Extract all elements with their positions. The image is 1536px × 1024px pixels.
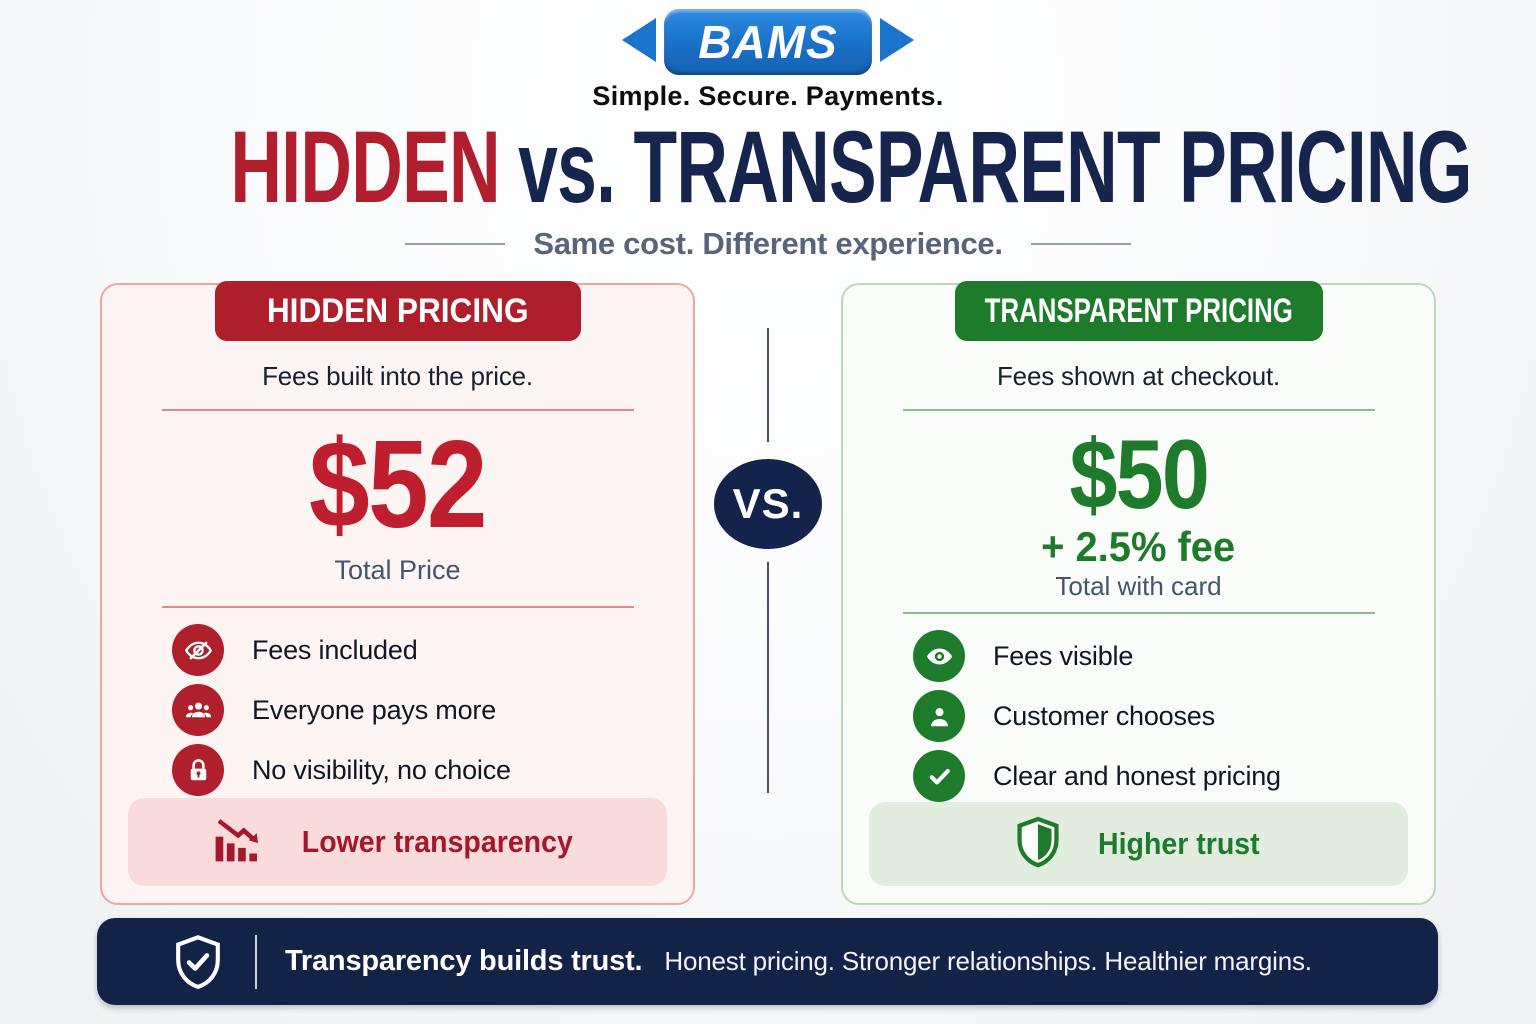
subtitle: Same cost. Different experience. xyxy=(0,226,1536,262)
shield-icon xyxy=(1011,815,1065,874)
footer-divider xyxy=(255,934,257,989)
divider xyxy=(161,606,634,608)
footer-headline: Transparency builds trust. xyxy=(285,945,643,977)
hidden-price: $52 xyxy=(309,416,488,554)
higher-trust-banner: Higher trust xyxy=(869,802,1408,886)
group-icon xyxy=(172,684,224,736)
list-item: Clear and honest pricing xyxy=(913,750,1364,803)
arrow-left-icon xyxy=(622,17,656,67)
lower-transparency-banner: Lower transparency xyxy=(128,798,667,886)
bullet-label: Everyone pays more xyxy=(252,694,497,725)
hidden-pricing-header: HIDDEN PRICING xyxy=(214,281,581,341)
list-item: Customer chooses xyxy=(913,690,1364,743)
hidden-price-label: Total Price xyxy=(334,555,461,585)
vs-divider-line-top xyxy=(767,328,769,442)
transparent-price: $50 xyxy=(1069,419,1209,529)
footer-bar: Transparency builds trust. Honest pricin… xyxy=(97,918,1438,1005)
list-item: Fees visible xyxy=(913,630,1364,683)
bullet-label: Clear and honest pricing xyxy=(993,760,1281,791)
brand-name: BAMS xyxy=(698,16,838,68)
title-hidden: HIDDEN xyxy=(230,110,500,224)
banner-label: Lower transparency xyxy=(301,824,574,859)
bullet-label: Fees included xyxy=(252,634,418,665)
person-icon xyxy=(913,690,965,743)
list-item: Fees included xyxy=(172,624,623,676)
footer-subtext: Honest pricing. Stronger relationships. … xyxy=(664,946,1312,976)
transparent-pricing-card: TRANSPARENT PRICING Fees shown at checko… xyxy=(841,281,1436,905)
title-transparent: TRANSPARENT PRICING xyxy=(633,110,1472,224)
logo-badge: BAMS xyxy=(664,9,872,75)
transparent-price-label: Total with card xyxy=(1055,571,1222,602)
lock-icon xyxy=(172,744,224,796)
vs-badge: VS. xyxy=(714,459,822,549)
logo-row: BAMS xyxy=(622,8,914,76)
hidden-pricing-card: HIDDEN PRICING Fees built into the price… xyxy=(100,281,695,905)
title-vs: vs. xyxy=(518,110,616,224)
check-icon xyxy=(913,750,965,803)
transparent-card-description: Fees shown at checkout. xyxy=(997,361,1280,391)
subtitle-line-left xyxy=(405,243,506,245)
banner-label: Higher trust xyxy=(1097,826,1260,862)
bullet-label: Fees visible xyxy=(993,640,1134,671)
transparent-price-fee: + 2.5% fee xyxy=(1041,523,1236,570)
shield-check-icon xyxy=(169,933,227,991)
transparent-pricing-header: TRANSPARENT PRICING xyxy=(954,281,1323,341)
list-item: Everyone pays more xyxy=(172,684,623,736)
list-item: No visibility, no choice xyxy=(172,744,623,796)
transparent-pricing-header-label: TRANSPARENT PRICING xyxy=(984,291,1293,330)
hidden-pricing-header-label: HIDDEN PRICING xyxy=(266,291,529,330)
eye-off-icon xyxy=(172,624,224,676)
brand-logo: BAMS Simple. Secure. Payments. xyxy=(0,8,1536,112)
transparent-bullet-list: Fees visible Customer chooses Clear and … xyxy=(869,630,1408,803)
arrow-right-icon xyxy=(880,17,914,67)
subtitle-line-right xyxy=(1030,243,1131,245)
divider xyxy=(161,409,634,411)
page-title: HIDDEN vs. TRANSPARENT PRICING xyxy=(230,116,1472,218)
hidden-bullet-list: Fees included Everyone pays more No visi… xyxy=(128,624,667,796)
bar-chart-down-icon xyxy=(210,813,264,872)
vs-divider-line-bottom xyxy=(767,562,769,793)
brand-tagline: Simple. Secure. Payments. xyxy=(592,81,944,111)
eye-icon xyxy=(913,630,965,683)
divider xyxy=(902,612,1375,615)
bullet-label: Customer chooses xyxy=(993,700,1215,731)
divider xyxy=(902,409,1375,411)
bullet-label: No visibility, no choice xyxy=(252,754,511,785)
hidden-card-description: Fees built into the price. xyxy=(262,361,533,391)
subtitle-text: Same cost. Different experience. xyxy=(533,226,1003,261)
